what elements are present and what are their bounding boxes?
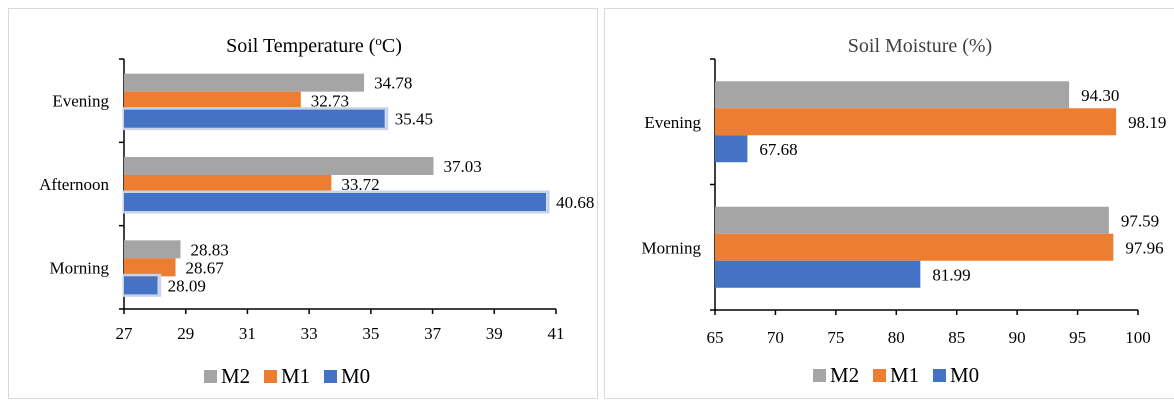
data-label: 28.83 (190, 240, 228, 259)
soil-temperature-chart-panel: Soil Temperature (oC) 27 29 31 33 35 37 39 41 Mor… (8, 8, 598, 399)
category-label: Evening (644, 113, 701, 132)
legend-label-m2: M2 (221, 364, 250, 388)
bar-m0-afternoon (124, 193, 547, 211)
data-label: 33.72 (341, 175, 379, 194)
data-label: 28.09 (168, 276, 206, 295)
value-axis-tick-label: 35 (362, 324, 379, 343)
data-label: 97.59 (1121, 211, 1159, 230)
bar-m2-morning (124, 240, 181, 259)
value-axis-tick-label: 29 (177, 324, 194, 343)
value-axis-tick-label: 70 (767, 328, 784, 347)
data-label: 35.45 (395, 110, 433, 129)
chart-title: Soil Moisture (%) (848, 35, 992, 57)
legend-swatch-m1 (264, 370, 277, 383)
value-axis-tick-label: 41 (548, 324, 565, 343)
legend-swatch-m2 (204, 370, 217, 383)
legend-label-m0: M0 (341, 364, 370, 388)
legend-swatch-m0 (933, 369, 946, 382)
data-label: 37.03 (443, 157, 481, 176)
bar-m2-evening (715, 81, 1070, 109)
category-label: Afternoon (39, 175, 109, 194)
bar-m2-morning (715, 206, 1109, 234)
value-axis-tick-label: 31 (239, 324, 256, 343)
value-axis-tick-label: 33 (301, 324, 318, 343)
bar-m1-evening (715, 108, 1117, 136)
value-axis-tick-label: 39 (486, 324, 503, 343)
bar-m1-morning (124, 258, 176, 277)
data-label: 98.19 (1128, 113, 1166, 132)
legend-label-m1: M1 (890, 363, 919, 387)
bar-m0-evening (715, 135, 748, 163)
bar-m2-evening (124, 73, 365, 92)
legend-swatch-m2 (813, 369, 826, 382)
chart-title-superscript: o (375, 33, 382, 48)
data-label: 40.68 (556, 193, 594, 212)
soil-moisture-chart: Soil Moisture (%) 65 70 75 80 85 90 95 100 Mornin… (642, 35, 1167, 387)
data-label: 67.68 (759, 140, 797, 159)
data-label: 94.30 (1081, 86, 1119, 105)
value-axis-tick-label: 75 (827, 328, 844, 347)
data-label: 34.78 (374, 74, 412, 93)
bar-m0-morning (124, 276, 158, 295)
value-axis-tick-label: 100 (1125, 328, 1151, 347)
data-label: 28.67 (186, 258, 225, 277)
chart-title: Soil Temperature (oC) (226, 33, 402, 57)
bar-m2-afternoon (124, 157, 434, 175)
chart-title-text: Soil Moisture (%) (848, 35, 992, 57)
data-label: 81.99 (932, 265, 970, 284)
bar-m0-evening (124, 109, 385, 128)
category-label: Morning (50, 258, 110, 277)
value-axis-tick-label: 37 (424, 324, 442, 343)
value-axis-tick-label: 85 (948, 328, 965, 347)
value-axis-tick-label: 80 (888, 328, 905, 347)
value-axis-tick-label: 95 (1069, 328, 1086, 347)
soil-temperature-chart: Soil Temperature (oC) 27 29 31 33 35 37 39 41 Mor… (39, 33, 594, 388)
bar-m0-morning (715, 260, 921, 288)
value-axis-tick-label: 27 (116, 324, 134, 343)
category-label: Evening (52, 92, 109, 111)
value-axis-tick-label: 90 (1009, 328, 1026, 347)
legend-label-m2: M2 (830, 363, 859, 387)
category-label: Morning (642, 238, 702, 257)
legend-label-m1: M1 (281, 364, 310, 388)
chart-title-text: Soil Temperature ( (226, 35, 376, 57)
legend-swatch-m1 (873, 369, 886, 382)
legend-swatch-m0 (324, 370, 337, 383)
bar-m1-afternoon (124, 175, 332, 193)
data-label: 32.73 (311, 92, 349, 111)
legend-label-m0: M0 (950, 363, 979, 387)
soil-moisture-chart-panel: Soil Moisture (%) 65 70 75 80 85 90 95 100 Mornin… (604, 8, 1174, 399)
chart-title-tail: C) (382, 35, 402, 57)
value-axis-tick-label: 65 (707, 328, 724, 347)
bar-m1-evening (124, 91, 301, 110)
data-label: 97.96 (1125, 238, 1163, 257)
bar-m1-morning (715, 233, 1114, 261)
